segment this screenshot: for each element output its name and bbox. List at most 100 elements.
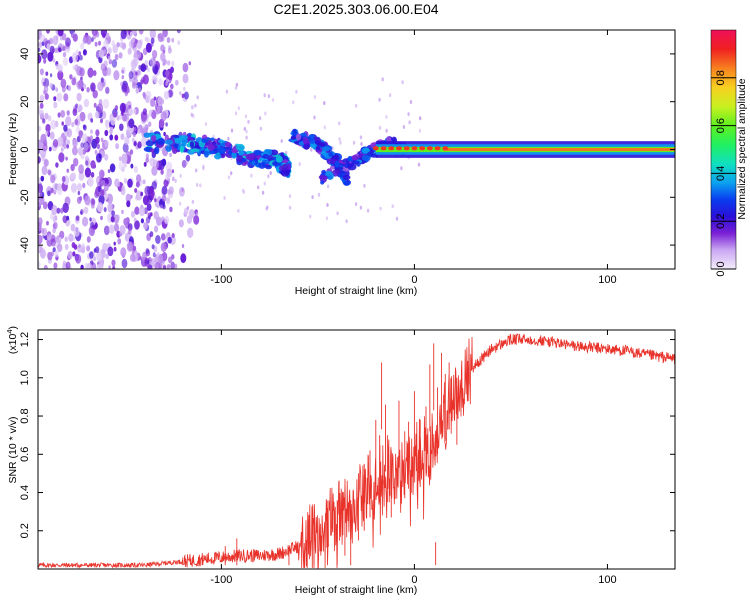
noise-blob [50,213,54,220]
signal-blob [265,164,272,170]
noise-blob [134,206,140,215]
noise-blob [165,122,168,127]
noise-blob [72,138,78,148]
noise-blob [149,158,153,165]
noise-blob [313,115,316,120]
noise-blob [43,58,47,64]
signal-blob [270,149,279,156]
noise-blob [38,261,41,268]
noise-blob [99,169,105,179]
noise-blob [114,178,120,188]
noise-blob [80,264,84,269]
x-tick-label: 100 [598,574,616,586]
noise-blob [271,98,275,102]
noise-blob [43,264,48,269]
x-tick-label: 0 [411,274,417,286]
noise-blob [109,134,114,141]
noise-blob [54,47,58,53]
noise-blob [41,77,45,82]
noise-blob [39,68,45,76]
noise-blob [97,202,104,213]
noise-blob [179,201,182,206]
noise-blob [97,177,100,183]
noise-blob [46,30,50,34]
noise-blob [47,231,50,236]
noise-blob [267,174,270,179]
noise-blob [111,59,118,68]
noise-blob [62,202,69,213]
noise-blob [234,111,238,116]
noise-blob [80,208,84,215]
signal-blob [231,151,237,159]
noise-blob [149,231,154,238]
noise-blob [95,111,100,119]
noise-blob [176,30,181,34]
noise-blob [162,49,166,54]
noise-blob [86,87,90,93]
figure-title: C2E1.2025.303.06.00.E04 [273,1,438,17]
noise-blob [223,195,226,200]
noise-blob [148,121,152,127]
noise-blob [50,119,57,130]
noise-blob [95,129,100,137]
noise-blob [381,77,384,82]
noise-blob [84,195,91,206]
noise-blob [191,199,195,204]
colorbar-tick-label: 0.2 [715,214,727,229]
signal-blob [286,163,292,170]
noise-blob [44,112,49,120]
noise-blob [80,42,85,50]
x-tick-label: -100 [210,574,232,586]
noise-blob [118,161,125,171]
noise-blob [310,147,313,152]
noise-blob [161,158,167,167]
signal-blob [343,181,350,186]
colorbar: 0.0 0.2 0.4 0.6 0.8 Normalized spectral ampl… [710,29,748,277]
noise-blob [87,176,94,187]
y-tick-label: 0.6 [19,447,31,462]
noise-blob [71,77,77,86]
noise-blob [52,138,59,148]
noise-blob [157,32,164,43]
noise-blob [140,191,144,197]
noise-blob [179,173,182,178]
noise-blob [261,190,265,195]
noise-blob [39,30,43,33]
signal-blob [173,137,183,144]
colorbar-tick-label: 0.0 [715,261,727,276]
noise-blob [101,179,106,187]
noise-blob [38,41,43,48]
noise-blob [121,258,128,269]
noise-blob [112,44,118,54]
noise-blob [174,178,177,183]
noise-blob [165,70,170,78]
carrier-blob [426,146,433,151]
noise-blob [58,47,62,53]
noise-blob [245,135,248,140]
carrier-blob [442,146,449,151]
noise-blob [119,225,126,235]
noise-blob [136,39,143,50]
noise-blob [98,40,101,46]
noise-blob [171,37,175,43]
noise-blob [247,119,250,124]
noise-blob [57,186,63,196]
noise-blob [230,128,234,133]
noise-blob [171,233,175,238]
signal-blob [189,141,195,148]
noise-blob [38,190,42,199]
noise-blob [135,71,138,76]
noise-blob [366,208,370,213]
noise-blob [339,140,342,145]
noise-blob [45,130,49,137]
noise-blob [142,179,146,185]
noise-blob [132,131,136,138]
noise-blob [62,51,67,58]
noise-blob [40,175,45,182]
noise-blob [73,157,79,167]
signal-blob [262,153,269,159]
noise-blob [385,114,388,119]
noise-blob [78,243,81,248]
noise-blob [280,139,283,143]
noise-blob [57,64,63,73]
